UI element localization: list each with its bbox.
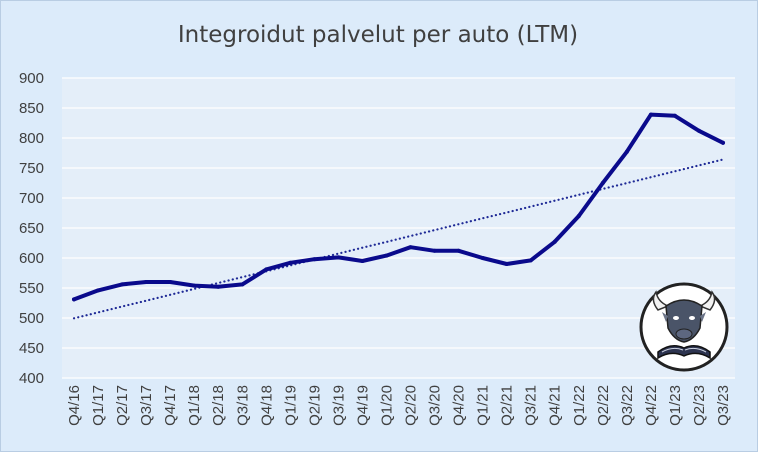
x-tick-label: Q3/17 (138, 385, 155, 426)
data-point (96, 288, 101, 293)
x-tick-label: Q3/19 (330, 385, 347, 426)
x-tick-label: Q1/22 (571, 385, 588, 426)
data-point (552, 239, 557, 244)
y-tick-label: 450 (19, 340, 44, 357)
data-point (672, 113, 677, 118)
bull-logo (636, 282, 732, 372)
chart-title: Integroidut palvelut per auto (LTM) (177, 22, 579, 48)
x-tick-label: Q1/20 (378, 385, 395, 426)
x-tick-label: Q3/18 (234, 385, 251, 426)
x-tick-label: Q4/21 (547, 385, 564, 426)
x-tick-label: Q4/18 (258, 385, 275, 426)
data-point (120, 282, 125, 287)
x-tick-label: Q1/21 (475, 385, 492, 426)
x-tick-label: Q4/16 (66, 385, 83, 426)
data-point (336, 255, 341, 260)
series-group (72, 112, 725, 320)
y-tick-label: 400 (19, 370, 44, 387)
x-tick-label: Q3/22 (619, 385, 636, 426)
data-point (576, 214, 581, 218)
data-point (240, 282, 245, 287)
y-tick-label: 700 (19, 190, 44, 207)
x-tick-label: Q1/19 (282, 385, 299, 426)
data-point (144, 280, 149, 284)
y-tick-label: 750 (19, 160, 44, 177)
x-tick-label: Q3/21 (523, 385, 540, 426)
x-tick-label: Q3/23 (715, 385, 732, 426)
data-point (504, 262, 509, 266)
y-tick-label: 900 (19, 70, 44, 87)
y-tick-label: 500 (19, 310, 44, 327)
data-point (600, 181, 605, 185)
x-tick-label: Q4/22 (643, 385, 660, 426)
data-point (696, 128, 701, 133)
data-point (648, 112, 653, 117)
data-point (480, 256, 485, 260)
data-point (288, 260, 293, 265)
data-point (720, 140, 725, 145)
x-tick-label: Q2/22 (595, 385, 612, 426)
gridlines (62, 77, 735, 379)
data-point (456, 248, 461, 253)
data-point (216, 284, 221, 289)
x-tick-label: Q2/19 (306, 385, 323, 426)
y-tick-label: 850 (19, 100, 44, 117)
data-point (72, 297, 77, 302)
x-tick-label: Q2/23 (691, 385, 708, 426)
x-tick-label: Q3/20 (427, 385, 444, 426)
data-point (264, 267, 269, 272)
x-tick-label: Q1/18 (186, 385, 203, 426)
data-point (528, 258, 533, 263)
y-tick-label: 800 (19, 130, 44, 147)
y-tick-label: 550 (19, 280, 44, 297)
data-point (360, 259, 365, 263)
data-series-line (72, 112, 725, 302)
data-point (408, 245, 413, 250)
trendline-series (72, 158, 725, 320)
y-tick-label: 650 (19, 220, 44, 237)
y-tick-label: 600 (19, 250, 44, 267)
data-point (432, 248, 437, 253)
x-tick-label: Q2/20 (403, 385, 420, 426)
data-point (312, 257, 317, 262)
x-tick-label: Q4/20 (451, 385, 468, 426)
data-point (168, 280, 173, 284)
x-tick-label: Q2/18 (210, 385, 227, 426)
x-tick-label: Q2/17 (114, 385, 131, 426)
x-tick-label: Q1/17 (90, 385, 107, 426)
data-point (192, 283, 197, 288)
y-axis-ticks: 400 450 500 550 600 650 700 750 800 850 900 (19, 70, 44, 387)
x-tick-label: Q2/21 (499, 385, 516, 426)
bull-reading-book-icon (639, 282, 729, 372)
data-point (384, 253, 389, 258)
x-axis-ticks: Q4/16 Q1/17 Q2/17 Q3/17 Q4/17 Q1/18 Q2/18 Q3/18… (66, 385, 732, 426)
x-tick-label: Q1/23 (667, 385, 684, 426)
data-point (624, 149, 629, 154)
x-tick-label: Q4/17 (162, 385, 179, 426)
x-tick-label: Q4/19 (354, 385, 371, 426)
